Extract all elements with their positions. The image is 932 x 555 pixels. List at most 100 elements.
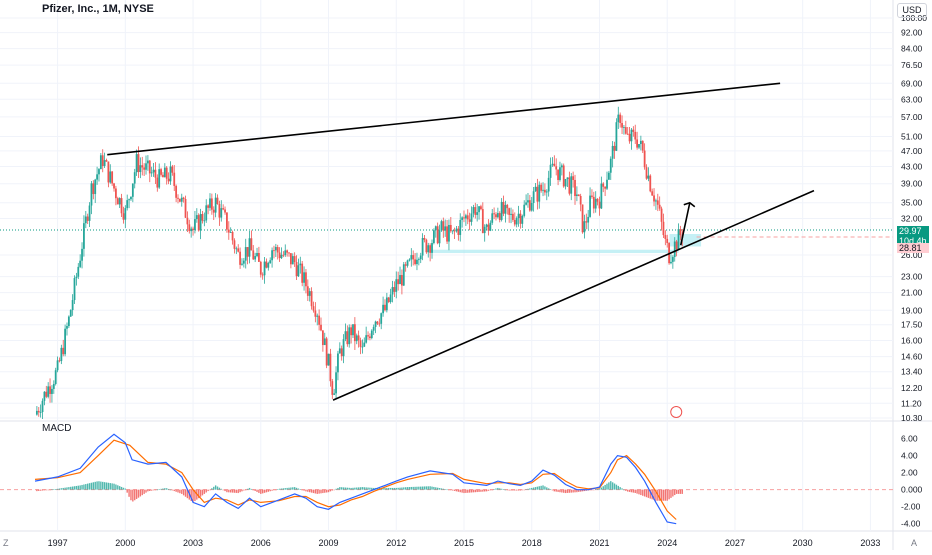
candle-body — [581, 204, 584, 233]
macd-histogram-bar — [324, 489, 326, 493]
candle-body — [436, 226, 439, 244]
candle-body — [544, 189, 546, 193]
candle-body — [449, 224, 452, 232]
candle-body — [472, 207, 475, 214]
candle-body — [378, 323, 381, 325]
macd-histogram-bar — [190, 489, 192, 502]
candle-body — [274, 247, 277, 251]
macd-histogram-bar — [363, 487, 365, 490]
price-tick-label: 39.00 — [901, 179, 923, 189]
candle-body — [184, 199, 187, 218]
macd-histogram-bar — [476, 489, 478, 493]
macd-histogram-bar — [284, 488, 286, 490]
auto-scale-button[interactable]: A — [911, 538, 918, 548]
macd-histogram-bar — [416, 486, 418, 490]
candle-body — [673, 241, 676, 257]
macd-histogram-bar — [64, 487, 66, 490]
macd-histogram-bar — [229, 489, 232, 493]
macd-histogram-bar — [305, 489, 307, 492]
macd-histogram-bar — [83, 484, 85, 490]
macd-histogram-bar — [504, 489, 507, 491]
candle-body — [90, 183, 93, 206]
macd-histogram-bar — [154, 489, 157, 491]
macd-histogram-bar — [433, 486, 435, 490]
macd-histogram-bar — [483, 489, 486, 492]
macd-histogram-bar — [435, 487, 437, 490]
macd-histogram-bar — [316, 489, 318, 494]
candle-body — [111, 171, 114, 184]
candle-body — [455, 228, 458, 232]
candle-body — [496, 213, 499, 218]
candle-body — [639, 140, 642, 145]
macd-histogram-bar — [408, 487, 411, 490]
candle-body — [453, 230, 456, 232]
candle-body — [365, 335, 368, 343]
candle-body — [483, 226, 486, 234]
candle-body — [47, 386, 50, 397]
macd-histogram-bar — [427, 486, 429, 490]
macd-histogram-bar — [461, 489, 463, 493]
candle-body — [271, 250, 273, 261]
candle-body — [109, 171, 112, 183]
candle-body — [116, 198, 119, 205]
candle-body — [656, 200, 659, 205]
candle-body — [88, 205, 91, 221]
candle-body — [615, 122, 618, 151]
macd-histogram-bar — [331, 489, 333, 491]
macd-histogram-bar — [517, 489, 520, 491]
candle-body — [444, 226, 447, 231]
candle-body — [528, 200, 531, 211]
macd-histogram-bar — [514, 489, 516, 491]
macd-histogram-bar — [241, 489, 243, 492]
macd-histogram-bar — [226, 489, 228, 493]
macd-histogram-bar — [245, 489, 247, 491]
candle-body — [320, 324, 322, 331]
candle-body — [572, 176, 575, 180]
macd-histogram-bar — [271, 489, 273, 491]
candle-body — [81, 248, 83, 261]
candle-body — [429, 245, 432, 253]
candle-body — [406, 260, 409, 266]
candle-body — [446, 226, 448, 242]
candle-body — [150, 172, 153, 174]
macd-histogram-bar — [404, 487, 407, 490]
candle-body — [342, 339, 345, 357]
trendline-layer — [107, 82, 815, 418]
macd-histogram-bar — [589, 489, 591, 491]
macd-histogram-bar — [277, 489, 279, 490]
candle-body — [419, 255, 422, 260]
macd-histogram-bar — [442, 488, 445, 490]
candle-body — [54, 370, 57, 384]
candle-body — [551, 163, 554, 165]
candle-body — [500, 201, 503, 220]
candle-body — [480, 206, 482, 210]
macd-histogram-bar — [98, 481, 100, 490]
macd-histogram-bar — [120, 486, 123, 490]
currency-button[interactable]: USD — [897, 3, 927, 18]
projection-arrowhead — [683, 201, 696, 208]
macd-histogram-bar — [222, 489, 224, 491]
macd-histogram-bar — [173, 489, 175, 492]
candle-body — [163, 167, 166, 178]
candle-body — [504, 204, 507, 214]
candle-body — [64, 328, 67, 355]
macd-histogram-bar — [574, 489, 576, 493]
candle-body — [395, 279, 398, 292]
macd-histogram-bar — [677, 489, 680, 494]
candle-body — [474, 207, 477, 215]
macd-histogram-bar — [436, 487, 439, 490]
candle-body — [244, 247, 247, 261]
candle-body — [45, 391, 48, 397]
candle-body — [333, 393, 336, 395]
timezone-button[interactable]: Z — [3, 538, 9, 548]
candle-body — [384, 304, 386, 311]
macd-histogram-bar — [643, 489, 646, 497]
macd-histogram-bar — [626, 489, 629, 492]
candle-body — [241, 263, 243, 265]
macd-histogram-bar — [179, 489, 181, 494]
macd-histogram-bar — [536, 486, 539, 490]
candle-body — [156, 177, 159, 188]
macd-histogram-bar — [538, 486, 540, 490]
